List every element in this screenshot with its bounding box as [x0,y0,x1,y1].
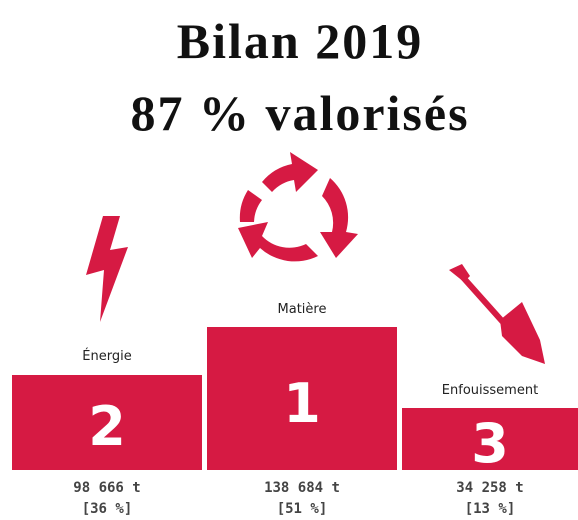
podium-rank: 3 [471,412,509,475]
recycle-icon [238,152,358,262]
podium-label: Enfouissement [442,383,538,398]
podium-block [402,408,578,470]
title-line: Bilan 2019 [177,13,423,69]
podium-block [12,375,202,470]
share: [13 %] [465,501,516,517]
podium-label: Énergie [82,348,131,364]
share: [36 %] [82,501,133,517]
podium-rank: 1 [283,372,321,435]
podium-label: Matière [278,302,327,317]
shovel-icon [449,264,545,364]
energy-icon [86,216,128,322]
podium-block [207,327,397,470]
amount: 98 666 t [73,480,140,496]
title-line: 87 % valorisés [130,85,469,141]
share: [51 %] [277,501,328,517]
podium-rank: 2 [88,395,126,458]
amount: 34 258 t [456,480,523,496]
amount: 138 684 t [264,480,340,496]
